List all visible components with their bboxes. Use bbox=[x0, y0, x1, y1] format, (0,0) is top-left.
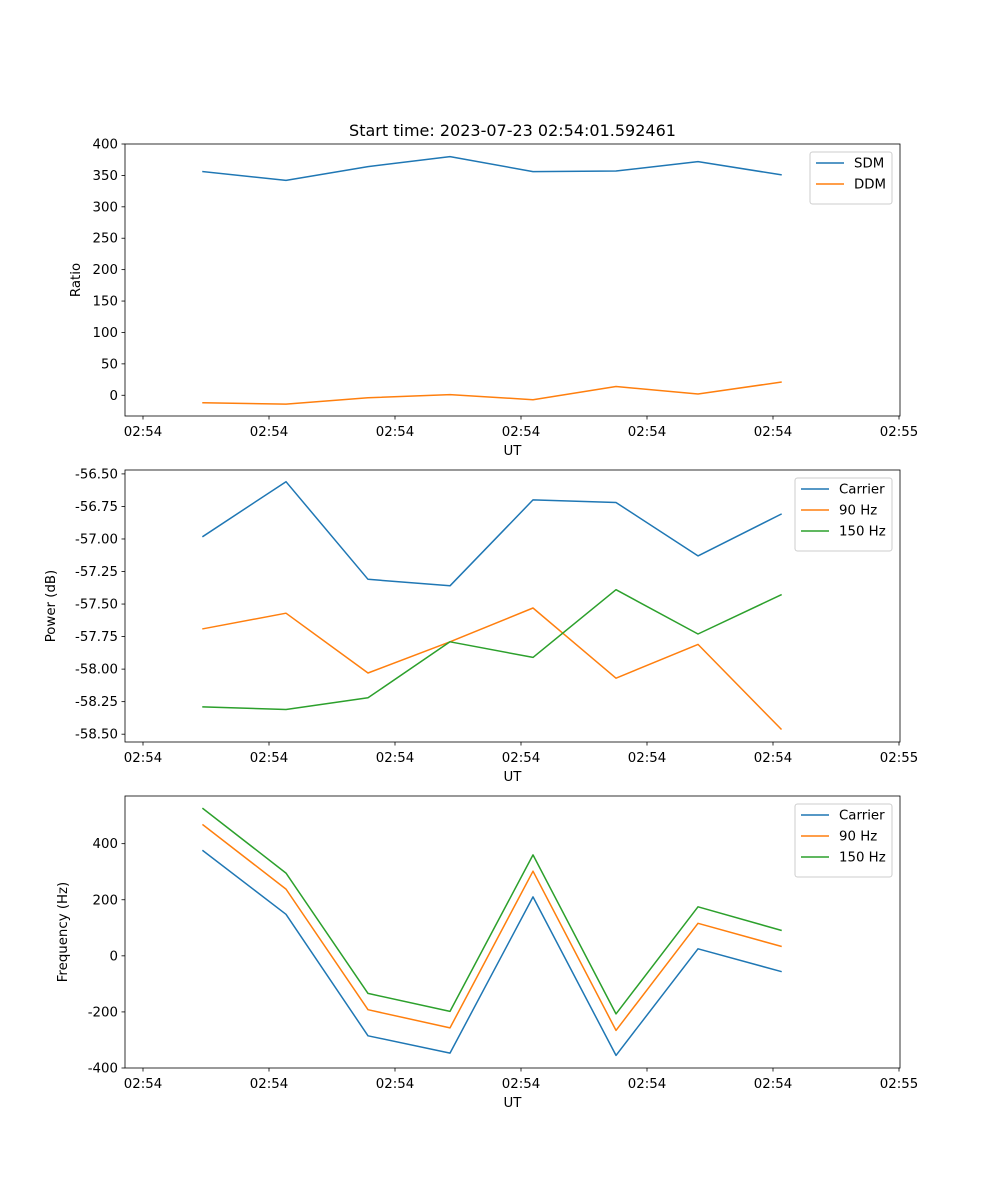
series-line-90-hz bbox=[202, 607, 783, 731]
x-tick-label: 02:54 bbox=[628, 1077, 666, 1092]
legend-label-carrier: Carrier bbox=[839, 483, 885, 498]
y-tick-label: -57.50 bbox=[75, 598, 118, 613]
y-tick-label: -57.00 bbox=[75, 532, 118, 547]
y-tick-label: 400 bbox=[93, 138, 118, 153]
x-axis-label: UT bbox=[504, 770, 523, 785]
x-tick-label: 02:54 bbox=[754, 751, 792, 766]
y-tick-label: -57.75 bbox=[75, 630, 118, 645]
x-tick-label: 02:55 bbox=[880, 1077, 918, 1092]
x-tick-label: 02:54 bbox=[250, 751, 288, 766]
legend: Carrier 90 Hz 150 Hz bbox=[794, 803, 893, 878]
x-axis-label: UT bbox=[504, 444, 523, 459]
x-tick-label: 02:54 bbox=[502, 1077, 540, 1092]
series-line-150-hz bbox=[202, 588, 782, 711]
y-tick-label: 0 bbox=[110, 949, 118, 964]
x-tick-label: 02:54 bbox=[376, 751, 414, 766]
y-tick-label: 300 bbox=[93, 200, 118, 215]
series-line-carrier bbox=[201, 480, 783, 587]
y-tick-label: 150 bbox=[93, 295, 118, 310]
x-tick-label: 02:54 bbox=[376, 425, 414, 440]
y-tick-label: 100 bbox=[93, 326, 118, 341]
x-tick-label: 02:55 bbox=[880, 425, 918, 440]
series-line-ddm bbox=[202, 381, 782, 405]
y-tick-label: -58.25 bbox=[75, 695, 118, 710]
x-tick-label: 02:54 bbox=[124, 425, 162, 440]
legend-label-150-hz: 150 Hz bbox=[839, 525, 886, 540]
y-tick-label: -58.50 bbox=[75, 728, 118, 743]
x-tick-label: 02:54 bbox=[628, 751, 666, 766]
y-tick-label: 50 bbox=[101, 357, 118, 372]
legend-box bbox=[809, 151, 893, 205]
x-tick-label: 02:54 bbox=[502, 425, 540, 440]
y-axis-label: Frequency (Hz) bbox=[56, 882, 71, 983]
series-line-150-hz bbox=[201, 807, 782, 1015]
panel-ratio: Start time: 2023-07-23 02:54:01.592461 0 5… bbox=[69, 121, 918, 459]
y-tick-label: -58.00 bbox=[75, 663, 118, 678]
x-axis-label: UT bbox=[504, 1096, 523, 1111]
y-axis-label: Ratio bbox=[69, 263, 84, 297]
y-tick-label: 200 bbox=[93, 893, 118, 908]
x-tick-label: 02:54 bbox=[502, 751, 540, 766]
y-axis-label: Power (dB) bbox=[44, 570, 59, 643]
x-tick-label: 02:55 bbox=[880, 751, 918, 766]
y-tick-label: -400 bbox=[88, 1062, 118, 1077]
y-tick-label: 350 bbox=[93, 169, 118, 184]
y-tick-label: 400 bbox=[93, 837, 118, 852]
legend-label-90-hz: 90 Hz bbox=[839, 504, 877, 519]
legend-label-sdm: SDM bbox=[854, 157, 884, 172]
x-tick-label: 02:54 bbox=[250, 425, 288, 440]
y-tick-label: -56.75 bbox=[75, 500, 118, 515]
x-tick-label: 02:54 bbox=[754, 1077, 792, 1092]
x-tick-label: 02:54 bbox=[124, 1077, 162, 1092]
y-tick-label: -56.50 bbox=[75, 467, 118, 482]
legend-label-carrier: Carrier bbox=[839, 809, 885, 824]
series-line-90-hz bbox=[201, 823, 782, 1032]
legend-box bbox=[794, 803, 893, 878]
panel-frequency: -400 -200 0 200 400 02:54 02:54 02:54 02:54 02:54… bbox=[56, 795, 918, 1111]
series-line-sdm bbox=[202, 155, 782, 182]
legend-label-150-hz: 150 Hz bbox=[839, 851, 886, 866]
x-tick-label: 02:54 bbox=[250, 1077, 288, 1092]
panel-power: -58.50 -58.25 -58.00 -57.75 -57.50 -57.25 -57.… bbox=[44, 467, 918, 785]
y-tick-label: -200 bbox=[88, 1005, 118, 1020]
series-line-carrier bbox=[201, 849, 782, 1057]
y-tick-label: -57.25 bbox=[75, 565, 118, 580]
legend-label-90-hz: 90 Hz bbox=[839, 830, 877, 845]
legend: SDM DDM bbox=[809, 151, 893, 205]
x-tick-label: 02:54 bbox=[754, 425, 792, 440]
x-tick-label: 02:54 bbox=[376, 1077, 414, 1092]
legend-label-ddm: DDM bbox=[854, 178, 886, 193]
x-tick-label: 02:54 bbox=[628, 425, 666, 440]
axes-frame bbox=[124, 469, 901, 743]
y-tick-label: 200 bbox=[93, 263, 118, 278]
legend-box bbox=[794, 477, 893, 552]
panels: Start time: 2023-07-23 02:54:01.592461 0 5… bbox=[44, 121, 918, 1111]
y-tick-label: 250 bbox=[93, 232, 118, 247]
chart-title: Start time: 2023-07-23 02:54:01.592461 bbox=[349, 121, 676, 140]
legend: Carrier 90 Hz 150 Hz bbox=[794, 477, 893, 552]
axes-frame bbox=[124, 143, 901, 417]
axes-frame bbox=[124, 795, 901, 1069]
x-tick-label: 02:54 bbox=[124, 751, 162, 766]
y-tick-label: 0 bbox=[110, 389, 118, 404]
